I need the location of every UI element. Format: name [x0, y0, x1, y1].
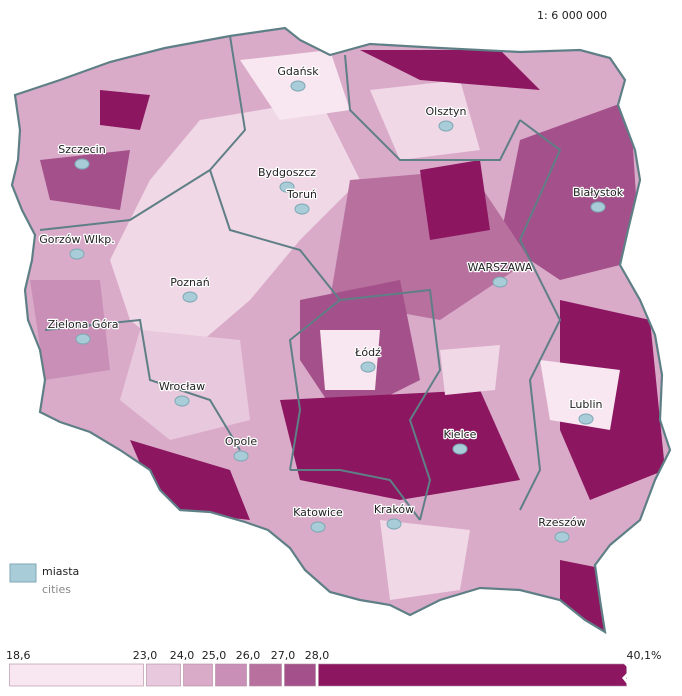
city-area: [438, 120, 454, 132]
city-label: Toruń: [286, 188, 317, 201]
city-area: [578, 413, 594, 425]
city-label: Wrocław: [159, 380, 205, 393]
city-area: [69, 248, 85, 260]
city-area: [492, 276, 508, 288]
city-label: Szczecin: [58, 143, 105, 156]
legend-break-label: 26,0: [236, 649, 261, 662]
city-area: [279, 181, 295, 193]
city-label: Poznań: [170, 276, 209, 289]
legend-scale: 18,6 23,0 24,0 25,0 26,0 27,0 28,0 40,1%: [6, 649, 662, 689]
city-area: [233, 450, 249, 462]
legend-bin: [146, 663, 181, 687]
legend-break-label: 28,0: [305, 649, 330, 662]
city-label: Zielona Góra: [48, 318, 119, 331]
city-label: WARSZAWA: [468, 261, 533, 274]
legend-label-en: cities: [42, 583, 71, 596]
city-area: [290, 80, 306, 92]
city-label: Białystok: [573, 186, 624, 199]
city-label: Olsztyn: [425, 105, 466, 118]
city-label: Rzeszów: [538, 516, 585, 529]
city-area: [294, 203, 310, 215]
legend-break-label: 24,0: [170, 649, 195, 662]
city-area: [74, 158, 90, 170]
legend-break-label: 23,0: [133, 649, 158, 662]
city-label: Lublin: [570, 398, 603, 411]
legend-bin: [318, 663, 627, 687]
legend-break-label: 18,6: [6, 649, 31, 662]
scale: 1: 6 000 000: [537, 9, 607, 22]
city-labels: Gdańsk Olsztyn Szczecin Bydgoszcz Toruń Biały…: [38, 64, 625, 543]
legend-break-label: 27,0: [271, 649, 296, 662]
legend-break: [621, 660, 635, 689]
city-area: [386, 518, 402, 530]
legend-break-label: 25,0: [202, 649, 227, 662]
city-label: Kielce: [444, 428, 477, 441]
legend-bin: [215, 663, 247, 687]
legend-break-label: 40,1%: [627, 649, 662, 662]
city-area: [360, 361, 376, 373]
city-label: Bydgoszcz: [258, 166, 316, 179]
city-area: [174, 395, 190, 407]
legend-label: miasta: [42, 565, 79, 578]
city-label: Gorzów Wlkp.: [39, 233, 115, 246]
legend-bin: [183, 663, 213, 687]
city-area: [590, 201, 606, 213]
city-label: Opole: [225, 435, 257, 448]
city-label: Kraków: [374, 503, 414, 516]
legend-bin: [284, 663, 316, 687]
city-label: Gdańsk: [277, 65, 319, 78]
city-area: [75, 333, 91, 345]
city-area: [554, 531, 570, 543]
cities-swatch: [9, 563, 37, 583]
legend-bin: [249, 663, 282, 687]
city-label: Katowice: [293, 506, 343, 519]
city-area: [452, 443, 468, 455]
city-area: [310, 521, 326, 533]
legend-bin: [9, 663, 144, 687]
city-area: [182, 291, 198, 303]
city-label: Łódź: [354, 346, 381, 359]
